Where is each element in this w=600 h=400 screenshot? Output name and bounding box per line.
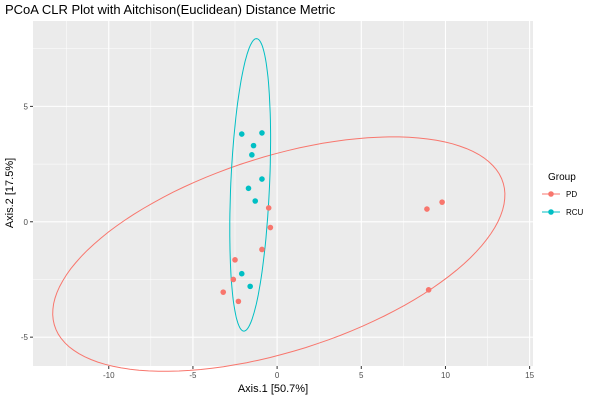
point-pd: [425, 287, 432, 293]
point-pd: [235, 298, 242, 305]
y-tick-label: 5: [24, 102, 29, 111]
point-rcu: [247, 283, 253, 290]
confidence-ellipses: [52, 38, 506, 372]
x-tick-label: -10: [103, 371, 115, 380]
x-tick-label: 10: [441, 371, 450, 380]
point-pd: [265, 205, 272, 211]
legend: Group PD RCU: [542, 172, 584, 217]
point-pd: [267, 224, 274, 231]
x-axis-title: Axis.1 [50.7%]: [238, 383, 308, 395]
legend-key-point: [548, 209, 554, 215]
legend-label-rcu: RCU: [566, 208, 584, 217]
data-points: [220, 130, 445, 305]
plot-panel: [33, 21, 533, 366]
point-rcu: [259, 176, 265, 182]
ellipse-rcu: [229, 38, 272, 332]
point-pd: [439, 199, 445, 205]
point-rcu: [252, 198, 259, 204]
legend-key-point: [548, 191, 554, 197]
point-pd: [230, 276, 237, 283]
point-pd: [232, 257, 238, 263]
point-pd: [220, 289, 227, 295]
point-rcu: [238, 270, 245, 277]
x-tick-label: 5: [359, 371, 364, 380]
x-tick-label: -5: [189, 371, 197, 380]
ellipse-pd: [52, 136, 506, 372]
y-tick-label: 0: [24, 218, 29, 227]
point-pd: [259, 246, 265, 253]
point-rcu: [245, 185, 252, 192]
y-axis-title: Axis.2 [17.5%]: [4, 158, 16, 228]
point-rcu: [259, 130, 265, 136]
point-pd: [424, 206, 430, 212]
tick-labels: -10 -5 0 5 10 15 -5 0 5: [21, 102, 535, 380]
point-rcu: [249, 152, 255, 158]
legend-title: Group: [548, 172, 576, 183]
point-rcu: [250, 142, 257, 149]
x-tick-label: 0: [275, 371, 280, 380]
point-rcu: [238, 131, 245, 137]
chart-title: PCoA CLR Plot with Aitchison(Euclidean) …: [5, 2, 336, 17]
x-tick-label: 15: [525, 371, 534, 380]
legend-label-pd: PD: [566, 190, 577, 199]
grid-lines: [33, 21, 533, 366]
y-tick-label: -5: [21, 333, 29, 342]
